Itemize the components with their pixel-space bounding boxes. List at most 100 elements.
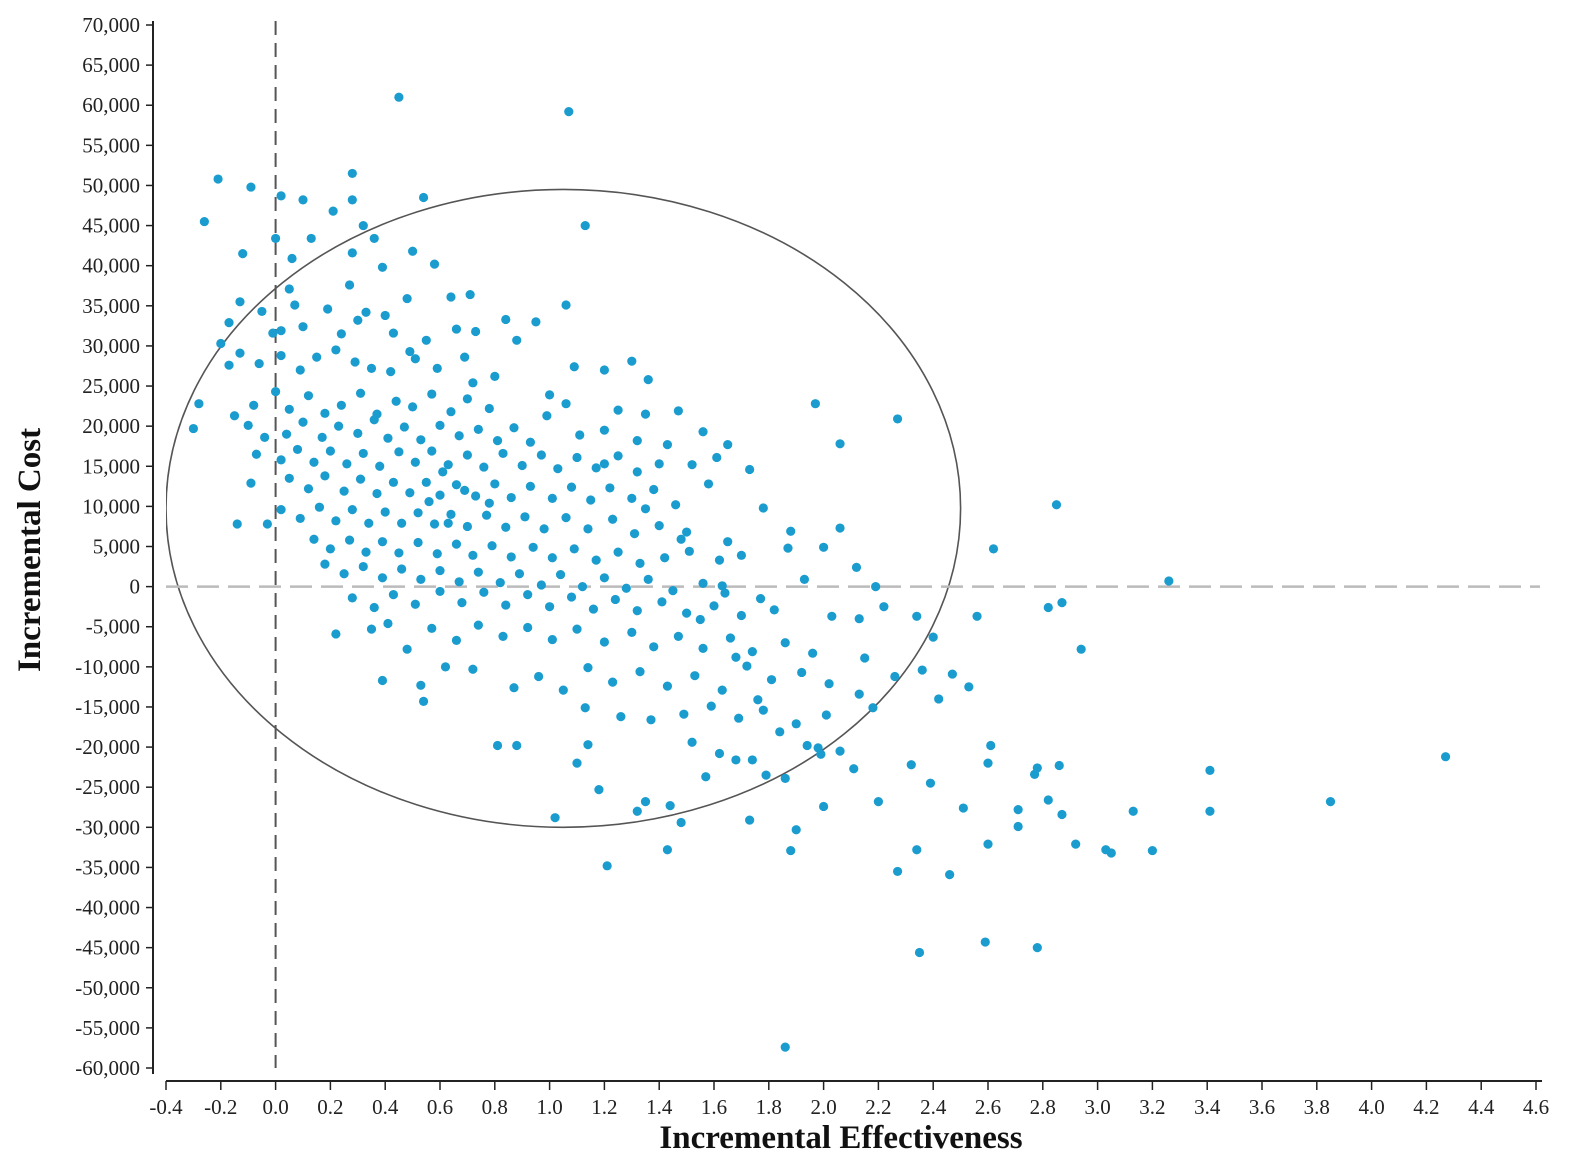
scatter-point [276,455,286,465]
scatter-point [873,797,884,807]
scatter-point [355,474,366,484]
scatter-point [1043,795,1053,805]
scatter-point [550,813,560,823]
scatter-point [216,338,226,349]
scatter-point [435,490,445,500]
y-tick-label: -45,000 [75,936,140,960]
scatter-point [635,558,645,568]
scatter-point [320,408,330,418]
scatter-point [912,845,922,855]
scatter-point [640,409,651,419]
scatter-point [755,594,766,604]
y-tick-label: -40,000 [75,896,140,920]
scatter-point [679,709,689,719]
scatter-point [366,624,377,634]
scatter-point [432,549,442,559]
scatter-point [627,627,637,637]
scatter-point [235,297,245,307]
scatter-point [583,740,593,750]
scatter-point [536,450,546,460]
scatter-point [465,289,475,300]
scatter-point [879,602,889,612]
scatter-point [561,399,571,409]
scatter-point [388,328,399,338]
scatter-point [854,689,864,699]
scatter-point [851,562,862,572]
scatter-point [416,574,426,584]
x-tick-label: 0.0 [262,1095,288,1119]
scatter-point [742,661,752,671]
scatter-point [479,462,489,472]
scatter-point [731,652,741,662]
scatter-point [665,801,675,811]
scatter-point [366,363,377,373]
scatter-point [331,345,341,355]
scatter-point [1043,602,1053,613]
scatter-point [808,648,818,658]
scatter-point [347,593,357,603]
scatter-point [649,484,659,495]
scatter-point [331,516,341,526]
scatter-point [1128,806,1138,816]
scatter-point [654,459,664,469]
scatter-point [295,365,305,375]
x-tick-label: 4.6 [1523,1095,1549,1119]
scatter-point [1013,821,1023,832]
scatter-point [525,437,536,447]
scatter-point [703,479,714,489]
scatter-point [254,358,264,369]
scatter-point [347,504,357,515]
scatter-point [446,509,456,520]
scatter-point [736,550,747,560]
scatter-point [501,522,511,532]
scatter-point [432,363,442,373]
scatter-point [561,300,571,310]
scatter-point [276,191,286,201]
scatter-point [462,394,472,404]
scatter-point [312,352,322,362]
scatter-point [676,534,686,544]
scatter-point [260,432,270,442]
scatter-point [473,424,483,434]
scatter-point [912,611,922,621]
scatter-point [410,354,420,364]
scatter-point [361,307,371,317]
scatter-point [643,375,653,385]
scatter-point [635,667,645,677]
scatter-point [988,544,999,554]
scatter-point [429,519,440,529]
scatter-point [632,806,642,816]
scatter-point [479,587,489,597]
scatter-point [284,473,294,483]
x-tick-label: 0.2 [317,1095,343,1119]
scatter-point [427,623,437,633]
scatter-point [860,653,870,663]
scatter-point [827,611,837,621]
x-tick-label: 4.2 [1413,1095,1439,1119]
scatter-point [583,663,593,673]
scatter-point [753,695,763,705]
scatter-point [588,604,599,614]
scatter-point [271,387,281,397]
scatter-point [780,773,790,783]
scatter-point [224,318,234,328]
scatter-point [325,446,335,456]
scatter-point [892,414,903,424]
scatter-point [1057,598,1067,608]
scatter-point [249,400,259,410]
scatter-point [591,555,601,565]
x-tick-label: 1.2 [591,1095,617,1119]
scatter-point [717,581,727,591]
scatter-point [375,461,385,471]
scatter-point [358,561,368,572]
scatter-point [528,542,538,552]
x-tick-label: 0.8 [482,1095,508,1119]
scatter-point [849,764,859,774]
scatter-point [317,432,327,442]
scatter-point [786,526,796,536]
scatter-point [292,444,303,455]
scatter-point [547,634,557,645]
scatter-point [643,574,653,584]
scatter-point [243,420,253,430]
x-tick-label: 1.0 [536,1095,562,1119]
